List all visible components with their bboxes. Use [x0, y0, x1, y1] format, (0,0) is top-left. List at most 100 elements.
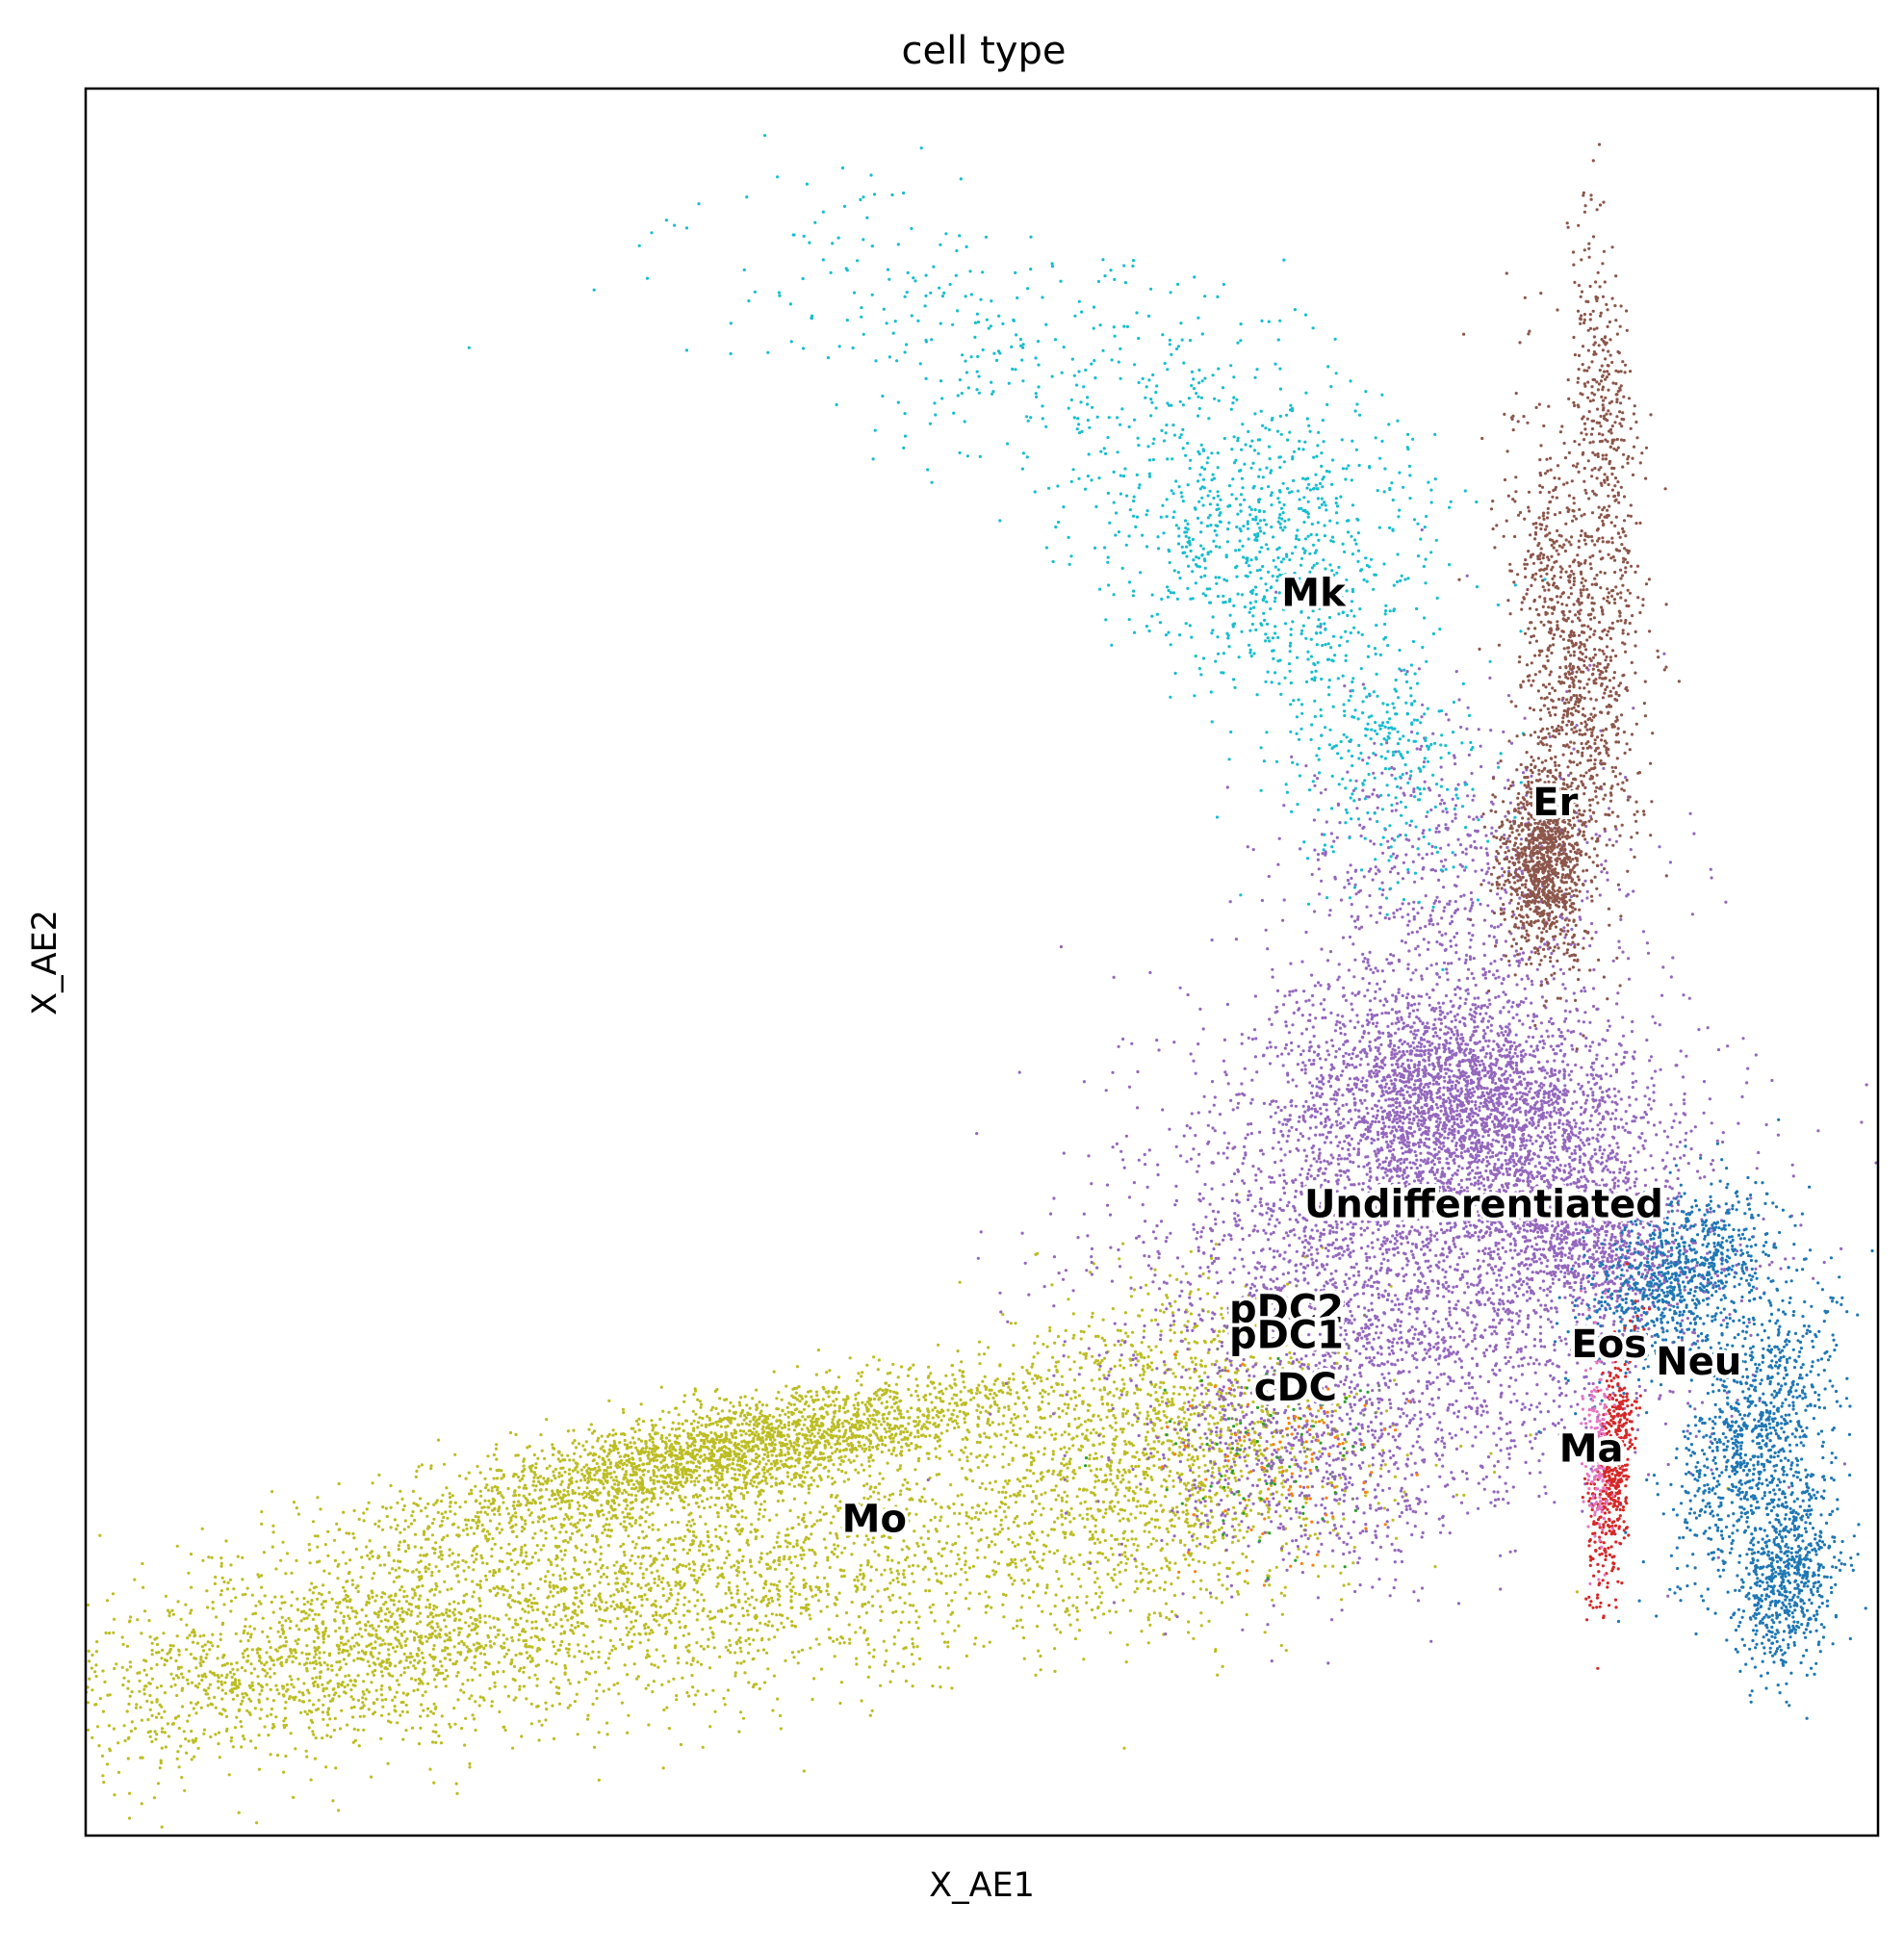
data-point — [462, 1690, 466, 1694]
data-point — [613, 1627, 618, 1631]
data-point — [869, 1565, 873, 1569]
data-point — [965, 1437, 969, 1442]
data-point — [1101, 1402, 1105, 1406]
data-point — [830, 1493, 834, 1497]
data-point — [805, 1447, 809, 1451]
data-point — [746, 1628, 751, 1632]
data-point — [991, 1569, 995, 1573]
data-point — [717, 1478, 722, 1482]
data-point — [1171, 1538, 1175, 1542]
data-point — [825, 1605, 829, 1608]
data-point — [585, 1670, 589, 1674]
data-point — [767, 1589, 772, 1593]
data-point — [827, 1395, 831, 1399]
data-point — [1139, 1503, 1143, 1508]
data-point — [809, 1438, 812, 1442]
data-point — [730, 1416, 734, 1420]
data-point — [651, 1424, 655, 1427]
data-point — [885, 1649, 888, 1653]
data-point — [461, 1558, 465, 1562]
data-point — [834, 1603, 837, 1606]
data-point — [105, 1599, 109, 1603]
data-point — [686, 1431, 690, 1435]
data-point — [687, 1436, 691, 1440]
data-point — [888, 1595, 891, 1599]
data-point — [733, 1564, 736, 1568]
data-point — [661, 1654, 665, 1657]
data-point — [561, 1466, 565, 1470]
chart-title: cell type — [902, 29, 1067, 73]
data-point — [678, 1451, 682, 1455]
data-point — [467, 1518, 471, 1522]
data-point — [630, 1639, 634, 1643]
data-point — [651, 1452, 656, 1456]
data-point — [563, 1470, 567, 1474]
data-point — [577, 1681, 581, 1684]
data-point — [217, 1731, 221, 1735]
data-point — [1073, 1636, 1077, 1641]
data-point — [913, 1425, 917, 1428]
data-point — [739, 1433, 743, 1437]
data-point — [733, 1468, 736, 1472]
data-point — [778, 1613, 783, 1617]
data-point — [529, 1605, 534, 1609]
data-point — [533, 1502, 537, 1505]
data-point — [706, 1614, 710, 1618]
data-point — [840, 1422, 844, 1426]
data-point — [580, 1576, 584, 1580]
data-point — [755, 1388, 759, 1392]
data-point — [744, 1639, 748, 1643]
data-point — [930, 1401, 934, 1404]
data-point — [497, 1469, 501, 1473]
data-point — [511, 1503, 516, 1507]
data-point — [709, 1496, 713, 1500]
data-point — [746, 1413, 750, 1417]
data-point — [674, 1427, 679, 1431]
data-point — [866, 1675, 870, 1679]
data-point — [888, 1429, 891, 1433]
data-point — [709, 1422, 713, 1426]
data-point — [211, 1606, 215, 1610]
data-point — [647, 1638, 651, 1642]
data-point — [925, 1420, 929, 1424]
data-point — [528, 1465, 533, 1469]
data-point — [1184, 1557, 1188, 1561]
data-point — [742, 1497, 746, 1501]
data-point — [616, 1682, 620, 1685]
data-point — [913, 1435, 917, 1439]
data-point — [545, 1487, 549, 1492]
data-point — [1055, 1569, 1059, 1574]
data-point — [342, 1510, 346, 1514]
data-point — [379, 1693, 384, 1697]
data-point — [306, 1600, 310, 1604]
data-point — [652, 1478, 656, 1482]
data-point — [505, 1506, 509, 1510]
data-point — [810, 1483, 813, 1487]
data-point — [553, 1652, 558, 1656]
data-point — [933, 1619, 937, 1623]
data-point — [493, 1542, 497, 1546]
data-point — [378, 1563, 382, 1567]
data-point — [720, 1465, 724, 1469]
data-point — [141, 1561, 144, 1566]
data-point — [677, 1473, 681, 1477]
data-point — [880, 1450, 884, 1454]
data-point — [935, 1572, 939, 1576]
data-point — [776, 1628, 780, 1632]
data-point — [436, 1510, 440, 1514]
data-point — [778, 1545, 783, 1549]
data-point — [808, 1429, 811, 1434]
data-point — [914, 1377, 918, 1381]
data-point — [607, 1452, 611, 1456]
data-point — [667, 1680, 671, 1683]
data-point — [1040, 1493, 1043, 1497]
data-point — [733, 1488, 737, 1493]
data-point — [805, 1464, 809, 1468]
data-point — [651, 1437, 655, 1441]
data-point — [799, 1483, 803, 1487]
data-point — [647, 1451, 651, 1454]
data-point — [759, 1492, 762, 1496]
data-point — [656, 1431, 659, 1435]
data-point — [964, 1401, 968, 1405]
data-point — [682, 1548, 685, 1552]
